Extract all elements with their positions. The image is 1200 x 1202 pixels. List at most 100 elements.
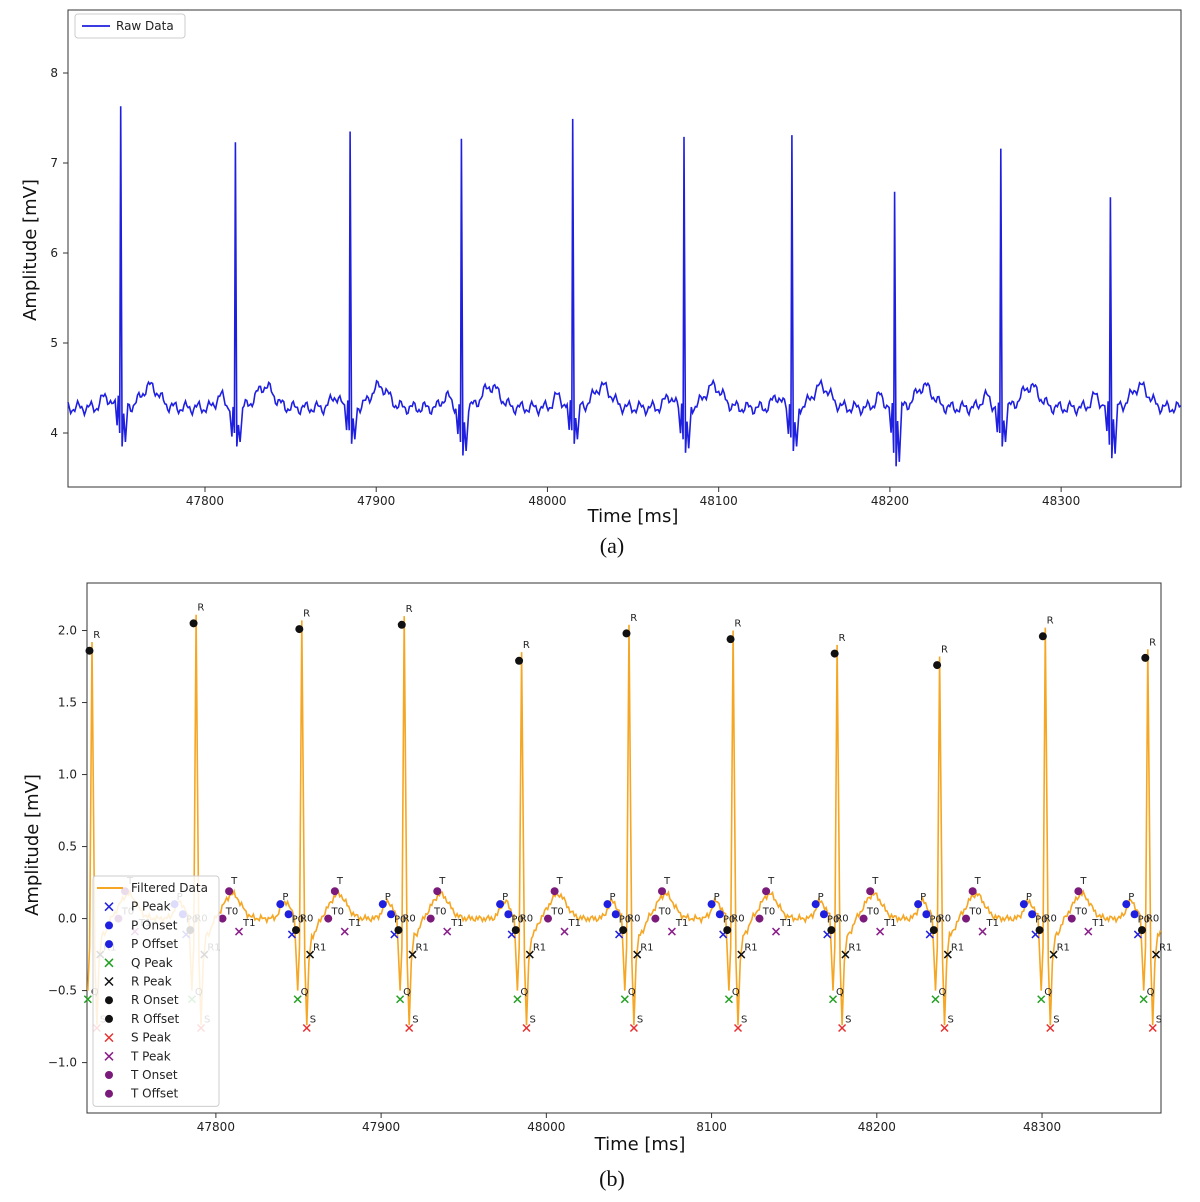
t-onset-point [218,914,227,923]
t-offset-point [762,887,771,896]
panel-b-plot-frame [86,582,1162,1114]
y-tick-label: 1.0 [58,768,77,782]
s-annotation: S [637,1014,643,1025]
s-peak-marker [405,1023,414,1033]
r-peak-annotation: R [630,613,637,624]
y-tick-label: −0.5 [48,984,77,998]
y-tick-label: 5 [50,336,58,350]
p-offset-point [1028,910,1037,919]
t1-annotation: T1 [568,918,581,929]
p0-annotation: P0 [723,915,735,926]
r-peak-point [295,625,304,634]
p-annotation: P [609,892,615,903]
r-onset-point [723,926,732,935]
t-peak-marker [1084,927,1093,936]
p-onset-point [603,900,612,909]
x-tick-label: 48100 [700,494,738,508]
t0-annotation: T0 [225,906,238,917]
q-annotation: Q [1147,987,1155,998]
legend-label: Q Peak [131,956,173,970]
legend-label: S Peak [131,1031,171,1045]
legend-label: P Offset [131,937,178,951]
filtered-data-series-line [87,614,1162,1026]
y-tick-label: −1.0 [48,1056,77,1070]
t-peak-marker [667,927,676,936]
legend-label: R Peak [131,975,172,989]
legend-dot-marker [105,996,113,1005]
r-peak-point [515,656,524,665]
t1-annotation: T1 [242,918,255,929]
legend-x-marker [104,1033,114,1043]
t-offset-point [433,887,442,896]
r0-annotation: R0 [731,913,744,924]
t-offset-point [866,887,875,896]
x-tick-label: 47900 [362,1120,400,1134]
t0-annotation: T0 [762,906,775,917]
r0-annotation: R0 [1044,913,1057,924]
p0-annotation: P0 [929,915,941,926]
r0-annotation: R0 [300,913,313,924]
r-onset-point [827,926,836,935]
r-peak-point [85,646,94,655]
p-onset-point [1122,900,1131,909]
t-onset-point [962,914,971,923]
legend-dot-marker [105,1089,113,1098]
panel-b-filtered-data-chart: 47800 47900 48000 8100 48200 48300 −1.0 −0.5 0.0… [22,582,1172,1191]
p-annotation: P [1026,892,1032,903]
r-peak-point [622,629,631,638]
q-peak-marker [931,995,940,1004]
r-onset-point [619,926,628,935]
r-peak-point [397,620,406,629]
y-tick-label: 1.5 [58,696,77,710]
r0-annotation: R0 [835,913,848,924]
legend-dot-marker [105,940,113,949]
t-offset-point [658,887,667,896]
legend-label: P Onset [131,918,178,932]
p-annotation: P [920,892,926,903]
p0-annotation: P0 [394,915,406,926]
r-peak-point [933,661,942,670]
t0-annotation: T0 [1074,906,1087,917]
t-annotation: T [556,876,564,887]
t-annotation: T [438,876,446,887]
r1-annotation: R1 [1159,942,1172,953]
r-peak-marker [1049,950,1058,959]
x-tick-label: 48200 [871,494,909,508]
r-peak-annotation: R [941,644,948,655]
r-peak-annotation: R [1047,616,1054,627]
r-peak-marker [306,950,315,959]
t1-annotation: T1 [675,918,688,929]
y-tick-label: 0.5 [58,840,77,854]
p-offset-point [819,910,828,919]
panel-a-raw-data-chart: 47800 47900 48000 48100 48200 48300 4 5 6 7 8 Raw … [20,9,1182,558]
t1-annotation: T1 [986,918,999,929]
y-tick-label: 7 [50,156,58,170]
r0-annotation: R0 [938,913,951,924]
legend-x-marker [104,958,114,968]
r0-annotation: R0 [520,913,533,924]
panel-a-x-axis-label: Time [ms] [587,506,679,527]
r-peak-marker [408,950,417,959]
t1-annotation: T1 [883,918,896,929]
r-onset-point [929,926,938,935]
p0-annotation: P0 [619,915,631,926]
y-tick-label: 2.0 [58,624,77,638]
p-onset-point [1019,900,1028,909]
q-annotation: Q [1044,987,1052,998]
p0-annotation: P0 [1035,915,1047,926]
q-peak-marker [293,995,302,1004]
t0-annotation: T0 [550,906,563,917]
s-peak-marker [1148,1023,1157,1033]
t-annotation: T [663,876,671,887]
legend-x-marker [104,976,114,987]
t-annotation: T [1079,876,1087,887]
t-offset-point [1074,887,1083,896]
t0-annotation: T0 [968,906,981,917]
legend-label: R Offset [131,1012,180,1026]
r0-annotation: R0 [402,913,415,924]
s-peak-marker [629,1023,638,1033]
panel-b-y-axis-label: Amplitude [mV] [22,774,43,916]
r-peak-annotation: R [406,604,413,615]
s-annotation: S [310,1014,316,1025]
q-peak-marker [828,995,838,1004]
